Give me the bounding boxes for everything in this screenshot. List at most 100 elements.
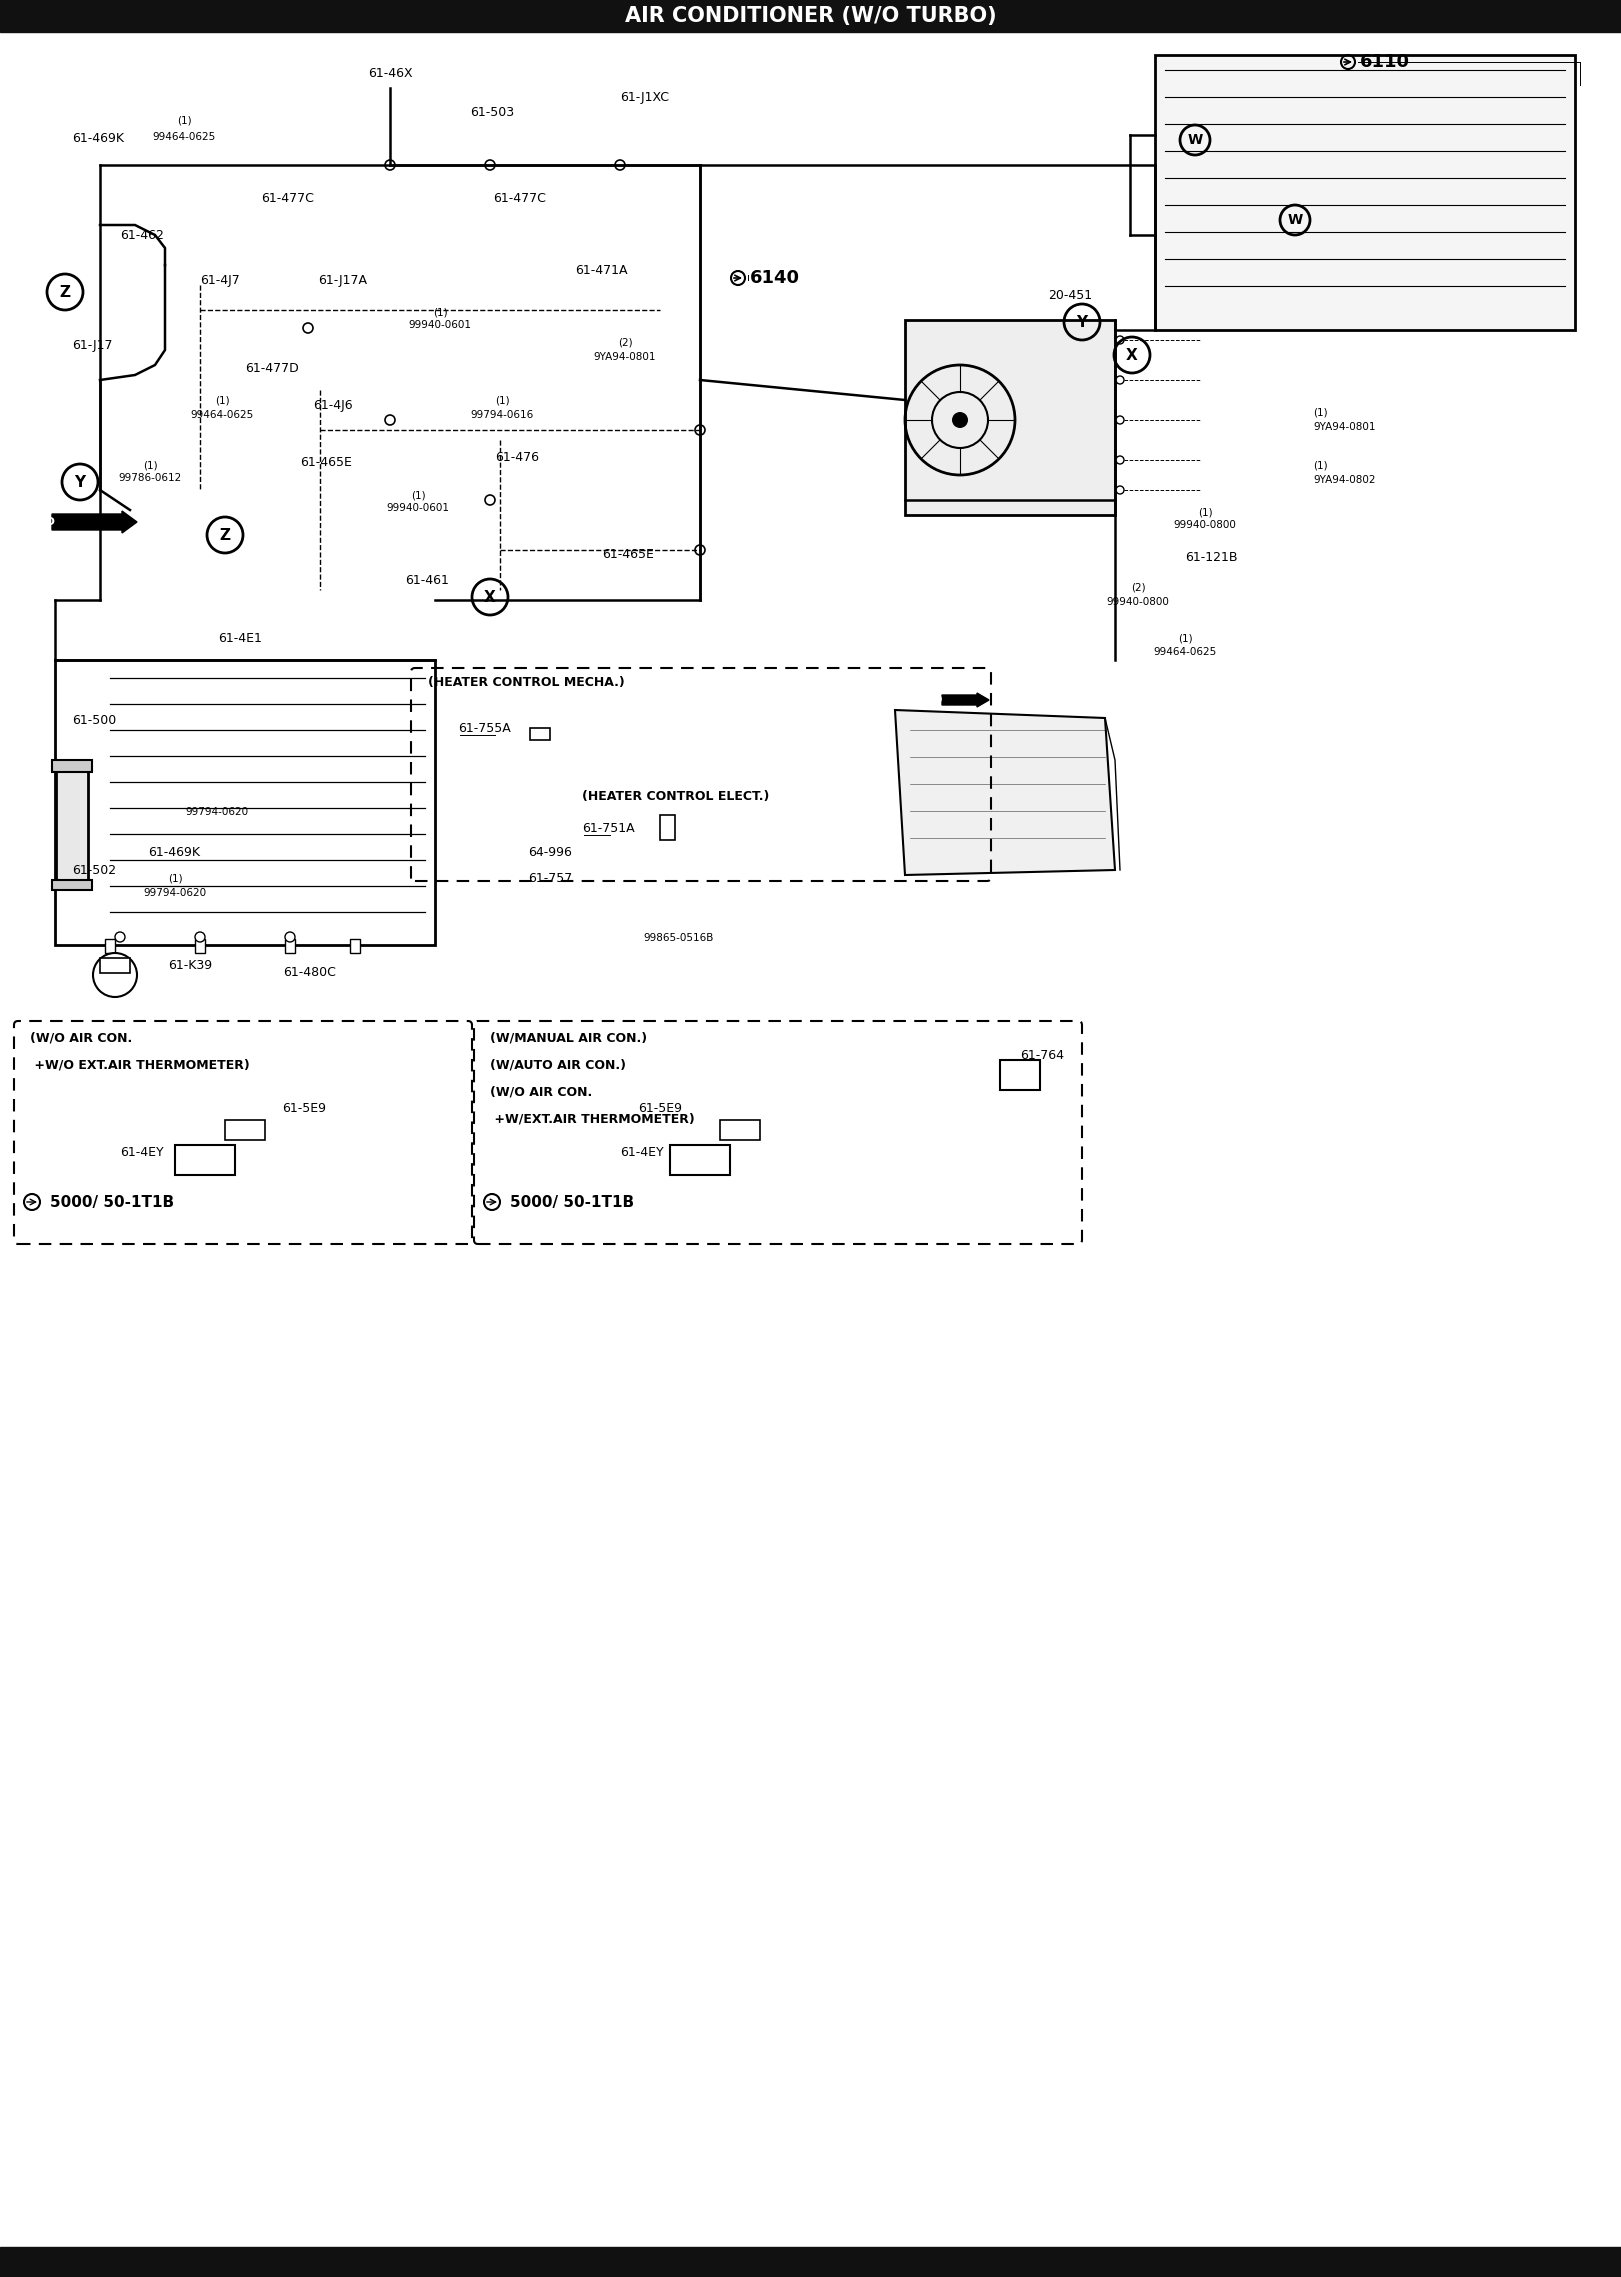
Text: 61-4E1: 61-4E1 — [217, 631, 263, 644]
Text: (1): (1) — [1198, 508, 1213, 517]
Text: 99940-0800: 99940-0800 — [1107, 597, 1169, 608]
Text: (HEATER CONTROL ELECT.): (HEATER CONTROL ELECT.) — [582, 790, 770, 802]
Text: (W/O AIR CON.: (W/O AIR CON. — [31, 1031, 133, 1045]
Circle shape — [285, 931, 295, 943]
Text: (1): (1) — [177, 116, 191, 125]
Bar — [1000, 1061, 1041, 1091]
Text: 9YA94-0801: 9YA94-0801 — [1313, 421, 1376, 433]
Text: 20-451: 20-451 — [1049, 289, 1093, 301]
Text: 61-4EY: 61-4EY — [120, 1145, 164, 1159]
Text: (1): (1) — [143, 460, 157, 469]
FancyArrow shape — [52, 510, 138, 533]
Text: (1): (1) — [1178, 633, 1193, 642]
Circle shape — [92, 954, 138, 997]
Text: 61-500: 61-500 — [71, 713, 117, 726]
Text: 61-476: 61-476 — [494, 451, 540, 465]
Text: 61-503: 61-503 — [470, 105, 514, 118]
Text: FWD: FWD — [26, 517, 55, 526]
Text: 99794-0616: 99794-0616 — [470, 410, 533, 419]
Text: 61-502: 61-502 — [71, 863, 117, 877]
Text: 61-4J7: 61-4J7 — [199, 273, 240, 287]
Text: 99464-0625: 99464-0625 — [190, 410, 253, 419]
Text: 9YA94-0802: 9YA94-0802 — [1313, 476, 1376, 485]
Bar — [55, 660, 434, 945]
Text: 61-469K: 61-469K — [71, 132, 123, 143]
Bar — [1156, 55, 1576, 330]
Circle shape — [386, 159, 396, 171]
Bar — [175, 1145, 235, 1175]
Bar — [660, 815, 674, 840]
Text: (1): (1) — [214, 394, 229, 405]
Text: FWD: FWD — [917, 694, 943, 706]
Circle shape — [303, 323, 313, 332]
Text: 61-5E9: 61-5E9 — [639, 1102, 682, 1113]
Text: 61-469K: 61-469K — [148, 845, 199, 858]
Text: 64-996: 64-996 — [528, 845, 572, 858]
Circle shape — [695, 426, 705, 435]
Text: 61-J17A: 61-J17A — [318, 273, 366, 287]
Bar — [57, 770, 88, 879]
Bar — [195, 938, 204, 954]
Text: X: X — [485, 590, 496, 603]
Bar — [225, 1120, 264, 1141]
Text: 61-480C: 61-480C — [284, 965, 336, 979]
Text: 99940-0601: 99940-0601 — [386, 503, 449, 512]
Text: Z: Z — [219, 528, 230, 542]
Text: 99786-0612: 99786-0612 — [118, 474, 182, 483]
Text: (W/O AIR CON.: (W/O AIR CON. — [490, 1086, 592, 1098]
Text: AIR CONDITIONER (W/O TURBO): AIR CONDITIONER (W/O TURBO) — [624, 7, 997, 25]
Bar — [530, 729, 550, 740]
Text: +W/EXT.AIR THERMOMETER): +W/EXT.AIR THERMOMETER) — [490, 1113, 695, 1125]
Text: 61-477D: 61-477D — [245, 362, 298, 373]
Text: 6110: 6110 — [1360, 52, 1410, 71]
Bar — [905, 321, 1115, 515]
Text: 6140: 6140 — [751, 269, 801, 287]
Circle shape — [485, 494, 494, 505]
Circle shape — [614, 159, 626, 171]
Text: 61-757: 61-757 — [528, 872, 572, 883]
Text: +W/O EXT.AIR THERMOMETER): +W/O EXT.AIR THERMOMETER) — [31, 1059, 250, 1072]
Bar — [350, 938, 360, 954]
Text: 5000/ 50-1T1B: 5000/ 50-1T1B — [511, 1195, 634, 1209]
Text: W: W — [1187, 132, 1203, 148]
Text: 99940-0800: 99940-0800 — [1174, 519, 1237, 531]
Bar — [105, 938, 115, 954]
Circle shape — [195, 931, 204, 943]
Text: W: W — [1287, 214, 1303, 228]
Text: 61-751A: 61-751A — [582, 822, 635, 833]
Text: 5000/ 50-1T1B: 5000/ 50-1T1B — [50, 1195, 173, 1209]
Text: 61-462: 61-462 — [120, 228, 164, 241]
Text: 61-461: 61-461 — [405, 574, 449, 587]
Polygon shape — [895, 710, 1115, 874]
Text: 61-755A: 61-755A — [459, 722, 511, 735]
Text: 99940-0601: 99940-0601 — [408, 321, 472, 330]
Text: 61-477C: 61-477C — [261, 191, 314, 205]
Text: 99794-0620: 99794-0620 — [185, 806, 248, 817]
Text: 99464-0625: 99464-0625 — [152, 132, 216, 141]
Circle shape — [386, 414, 396, 426]
Text: 61-471A: 61-471A — [575, 264, 627, 276]
Text: Z: Z — [60, 285, 70, 301]
Text: 61-764: 61-764 — [1020, 1047, 1063, 1061]
Text: (2): (2) — [618, 337, 632, 346]
Circle shape — [1115, 455, 1123, 465]
FancyArrow shape — [942, 692, 989, 706]
Text: 61-477C: 61-477C — [493, 191, 546, 205]
Text: (1): (1) — [494, 394, 509, 405]
Text: 99865-0516B: 99865-0516B — [644, 934, 713, 943]
Circle shape — [695, 544, 705, 556]
Text: X: X — [1127, 348, 1138, 362]
Bar — [101, 959, 130, 972]
Circle shape — [1115, 485, 1123, 494]
Bar — [52, 761, 92, 772]
Circle shape — [1115, 337, 1123, 344]
Text: 61-46X: 61-46X — [368, 66, 412, 80]
Text: (1): (1) — [1313, 460, 1328, 469]
Text: 61-465E: 61-465E — [300, 455, 352, 469]
Text: Y: Y — [75, 474, 86, 490]
Text: 61-K39: 61-K39 — [169, 959, 212, 972]
Bar — [285, 938, 295, 954]
Text: (2): (2) — [1131, 583, 1146, 592]
Text: 61-J1XC: 61-J1XC — [619, 91, 669, 102]
Circle shape — [952, 412, 968, 428]
